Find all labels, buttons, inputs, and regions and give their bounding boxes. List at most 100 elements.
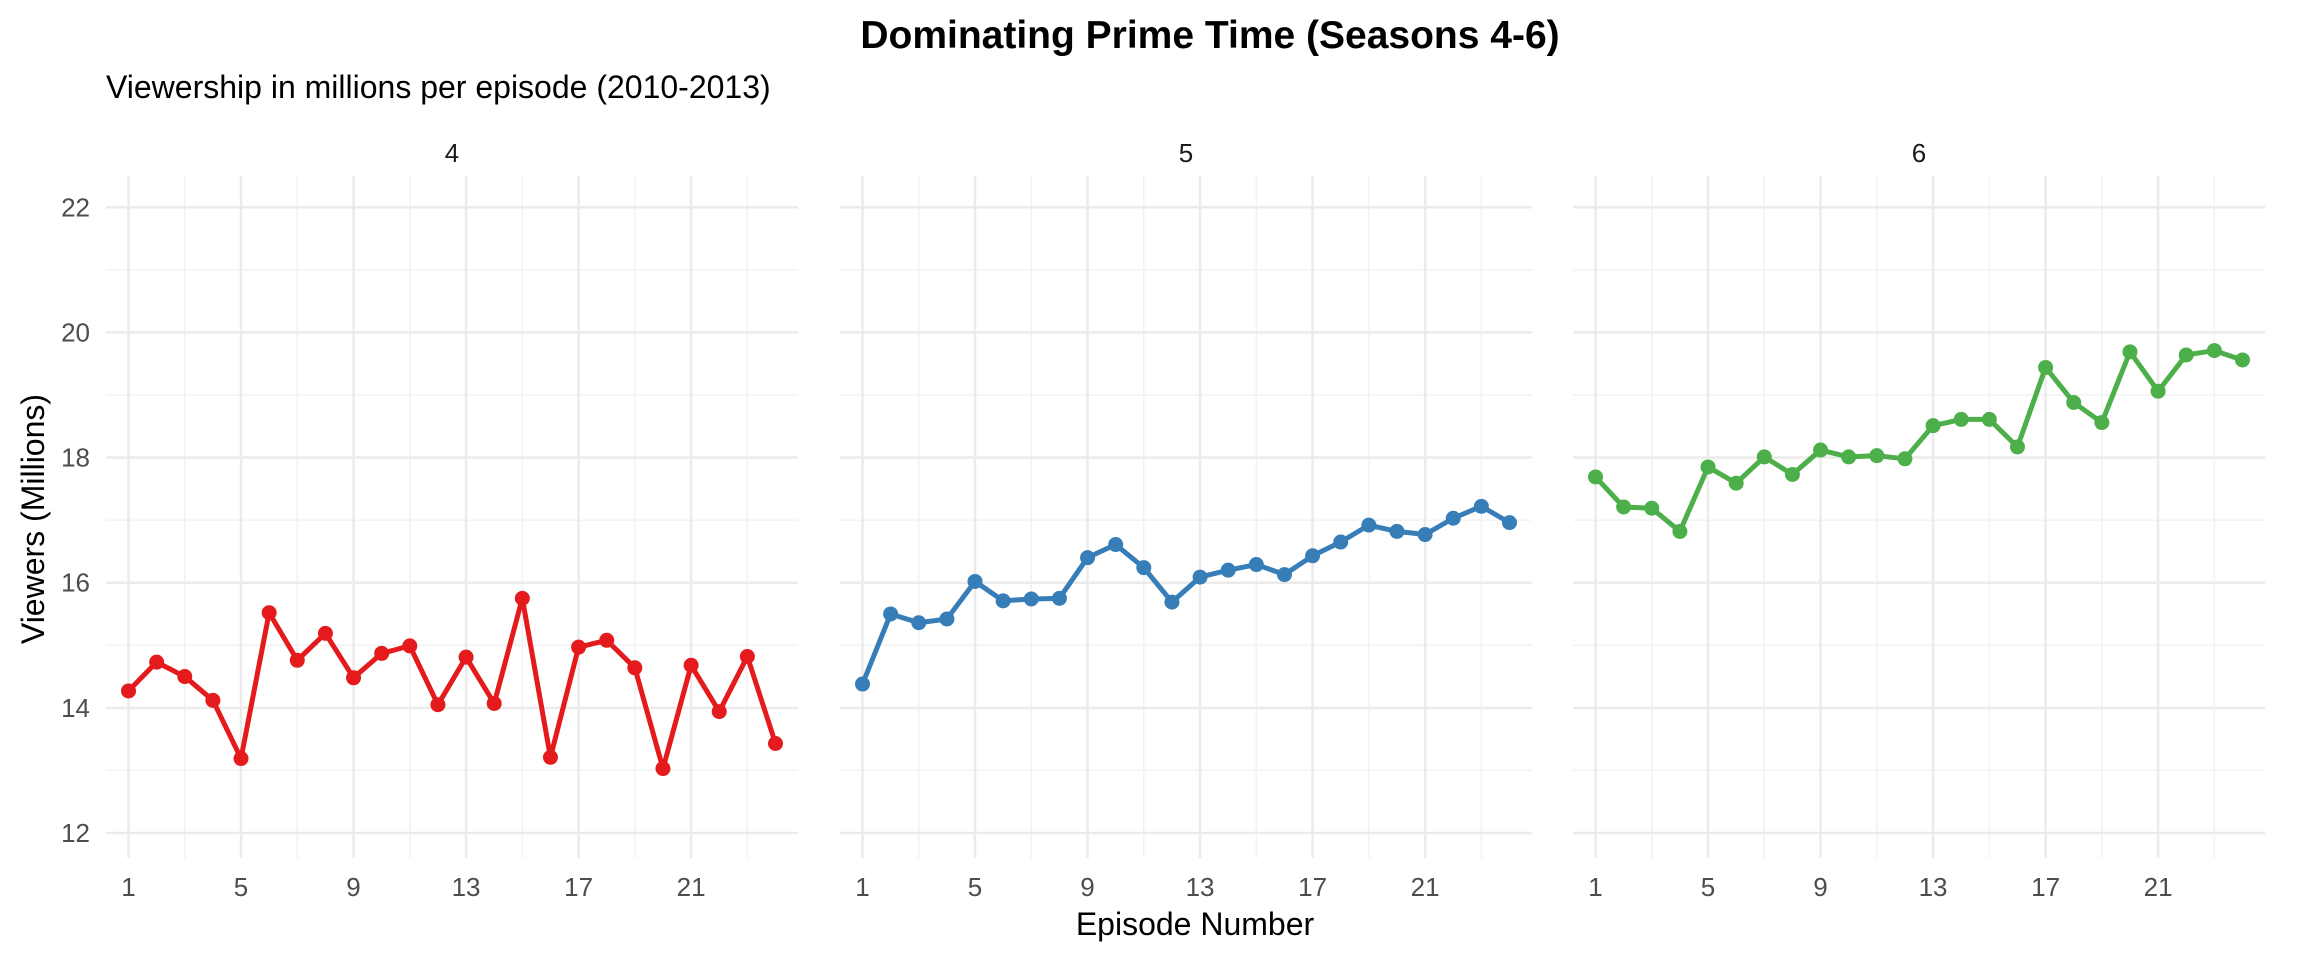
data-point bbox=[1728, 475, 1744, 491]
data-point bbox=[346, 670, 362, 686]
data-point bbox=[711, 704, 727, 720]
data-point bbox=[571, 639, 587, 655]
chart-title: Dominating Prime Time (Seasons 4-6) bbox=[860, 14, 1559, 57]
x-tick-label: 9 bbox=[346, 872, 360, 902]
data-point bbox=[177, 669, 193, 685]
data-point bbox=[1192, 569, 1208, 585]
data-point bbox=[542, 749, 558, 765]
x-tick-label: 17 bbox=[2031, 872, 2060, 902]
data-point bbox=[289, 652, 305, 668]
x-tick-label: 5 bbox=[1701, 872, 1715, 902]
data-point bbox=[1417, 527, 1433, 543]
data-point bbox=[1756, 449, 1772, 465]
data-point bbox=[1897, 451, 1913, 467]
data-point bbox=[2094, 415, 2110, 431]
data-point bbox=[1700, 459, 1716, 475]
data-point bbox=[1305, 548, 1321, 564]
data-point bbox=[1248, 557, 1264, 573]
data-point bbox=[1164, 594, 1180, 610]
data-point bbox=[2234, 352, 2250, 368]
data-point bbox=[317, 625, 333, 641]
data-point bbox=[1445, 510, 1461, 526]
y-tick-label: 22 bbox=[61, 192, 90, 222]
data-point bbox=[2009, 439, 2025, 455]
data-point bbox=[967, 573, 983, 589]
y-tick-label: 18 bbox=[61, 443, 90, 473]
x-tick-label: 5 bbox=[968, 872, 982, 902]
data-point bbox=[1220, 562, 1236, 578]
data-point bbox=[149, 654, 165, 670]
data-point bbox=[1361, 517, 1377, 533]
data-point bbox=[1869, 448, 1885, 464]
data-point bbox=[995, 593, 1011, 609]
facet-strip-label: 6 bbox=[1912, 138, 1926, 168]
x-tick-label: 21 bbox=[1411, 872, 1440, 902]
x-tick-label: 5 bbox=[234, 872, 248, 902]
series-line bbox=[126, 595, 778, 772]
data-point bbox=[1784, 466, 1800, 482]
data-point bbox=[261, 605, 277, 621]
data-point bbox=[1473, 498, 1489, 514]
data-point bbox=[1333, 534, 1349, 550]
data-point bbox=[2038, 359, 2054, 375]
facet-panel: 5 1 5 9 13 17 21 bbox=[840, 138, 1532, 902]
x-tick-label: 17 bbox=[564, 872, 593, 902]
data-point bbox=[855, 676, 871, 692]
data-point bbox=[627, 660, 643, 676]
data-point bbox=[2178, 347, 2194, 363]
data-point bbox=[1672, 523, 1688, 539]
facet-strip-label: 4 bbox=[445, 138, 459, 168]
x-tick-label: 13 bbox=[452, 872, 481, 902]
data-point bbox=[1389, 523, 1405, 539]
data-point bbox=[486, 695, 502, 711]
facet-panel: 6 1 5 9 13 17 21 bbox=[1573, 138, 2265, 902]
x-tick-label: 1 bbox=[1588, 872, 1602, 902]
data-point bbox=[1616, 499, 1632, 515]
data-point bbox=[939, 611, 955, 627]
series-line bbox=[1593, 348, 2245, 534]
data-point bbox=[599, 632, 615, 648]
data-point bbox=[911, 615, 927, 631]
data-point bbox=[1981, 411, 1997, 427]
x-tick-label: 9 bbox=[1080, 872, 1094, 902]
data-point bbox=[1501, 515, 1517, 531]
data-point bbox=[1136, 560, 1152, 576]
data-point bbox=[1276, 567, 1292, 583]
x-axis-title: Episode Number bbox=[1076, 906, 1315, 942]
data-point bbox=[514, 590, 530, 606]
data-point bbox=[767, 735, 783, 751]
x-tick-label: 13 bbox=[1186, 872, 1215, 902]
data-point bbox=[739, 649, 755, 665]
x-tick-label: 21 bbox=[677, 872, 706, 902]
y-tick-label: 20 bbox=[61, 317, 90, 347]
facet-panels: 12 14 16 18 20 22 4 1 5 9 13 17 21 5 1 5 9 13 17 21 6 1 5 9 13 17… bbox=[61, 138, 2265, 902]
facet-panel: 4 1 5 9 13 17 21 bbox=[106, 138, 798, 902]
chart-subtitle: Viewership in millions per episode (2010… bbox=[106, 69, 771, 105]
data-point bbox=[1051, 590, 1067, 606]
data-point bbox=[2150, 383, 2166, 399]
data-point bbox=[121, 683, 137, 699]
y-axis-title: Viewers (Millions) bbox=[15, 394, 51, 644]
data-point bbox=[2206, 343, 2222, 359]
data-point bbox=[1925, 418, 1941, 434]
data-point bbox=[1644, 500, 1660, 516]
x-tick-label: 1 bbox=[121, 872, 135, 902]
data-point bbox=[458, 649, 474, 665]
data-point bbox=[1080, 550, 1096, 566]
data-point bbox=[1841, 449, 1857, 465]
data-point bbox=[1588, 469, 1604, 485]
data-point bbox=[233, 751, 249, 767]
data-point bbox=[2122, 344, 2138, 360]
data-point bbox=[1108, 537, 1124, 553]
facet-strip-label: 5 bbox=[1179, 138, 1193, 168]
x-tick-label: 21 bbox=[2144, 872, 2173, 902]
data-point bbox=[402, 638, 418, 654]
x-tick-label: 17 bbox=[1298, 872, 1327, 902]
data-point bbox=[1953, 411, 1969, 427]
y-tick-label: 14 bbox=[61, 693, 90, 723]
series-line bbox=[860, 503, 1512, 687]
data-point bbox=[205, 692, 221, 708]
data-point bbox=[1813, 442, 1829, 458]
data-point bbox=[655, 761, 671, 777]
